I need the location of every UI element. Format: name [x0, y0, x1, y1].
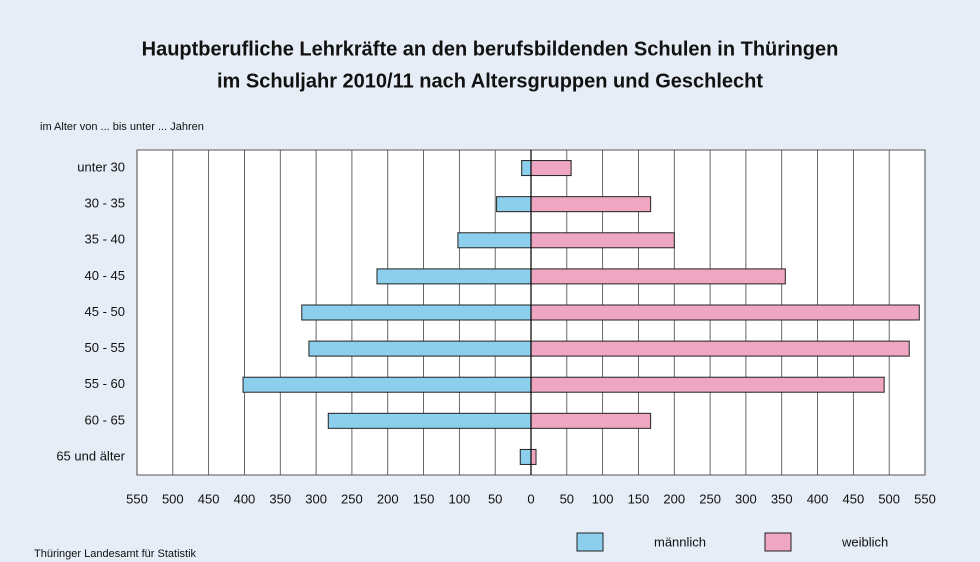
x-tick-label: 100	[592, 491, 614, 506]
x-tick-label: 50	[560, 491, 574, 506]
x-tick-label: 150	[628, 491, 650, 506]
x-tick-label: 550	[126, 491, 148, 506]
legend-swatch	[764, 532, 792, 552]
y-tick-label: 65 und älter	[56, 448, 125, 463]
x-tick-label: 200	[663, 491, 685, 506]
bar	[242, 376, 532, 393]
bar	[530, 412, 652, 429]
y-tick-label: 50 - 55	[85, 340, 125, 355]
bar	[530, 448, 537, 465]
bar	[457, 232, 532, 249]
x-tick-label: 300	[305, 491, 327, 506]
legend-swatch	[576, 532, 604, 552]
x-tick-label: 350	[771, 491, 793, 506]
bar	[530, 196, 652, 213]
x-tick-label: 450	[198, 491, 220, 506]
x-tick-label: 0	[527, 491, 534, 506]
x-tick-label: 300	[735, 491, 757, 506]
y-tick-label: 55 - 60	[85, 376, 125, 391]
y-tick-label: 45 - 50	[85, 304, 125, 319]
legend-label: männlich	[654, 534, 706, 549]
bar	[530, 160, 572, 177]
x-tick-label: 550	[914, 491, 936, 506]
x-tick-label: 250	[699, 491, 721, 506]
x-tick-label: 150	[413, 491, 435, 506]
legend-label: weiblich	[841, 534, 888, 549]
x-tick-label: 200	[377, 491, 399, 506]
bar	[376, 268, 532, 285]
x-tick-label: 450	[843, 491, 865, 506]
y-tick-label: 60 - 65	[85, 412, 125, 427]
x-tick-label: 250	[341, 491, 363, 506]
chart-title: im Schuljahr 2010/11 nach Altersgruppen …	[217, 70, 763, 92]
x-tick-label: 400	[807, 491, 829, 506]
bar	[496, 196, 532, 213]
bar	[519, 448, 532, 465]
y-tick-label: 35 - 40	[85, 232, 125, 247]
bar	[308, 340, 532, 357]
x-tick-label: 400	[234, 491, 256, 506]
y-tick-label: 30 - 35	[85, 196, 125, 211]
bar	[530, 304, 920, 321]
x-tick-label: 500	[878, 491, 900, 506]
x-tick-label: 100	[449, 491, 471, 506]
y-tick-label: 40 - 45	[85, 268, 125, 283]
bar	[327, 412, 532, 429]
x-tick-label: 500	[162, 491, 184, 506]
source: Thüringer Landesamt für Statistik	[34, 548, 197, 560]
bar	[530, 232, 675, 249]
bar	[530, 268, 786, 285]
bar	[530, 376, 885, 393]
bar	[521, 160, 532, 177]
bar	[301, 304, 532, 321]
y-axis-label: im Alter von ... bis unter ... Jahren	[40, 121, 204, 133]
x-tick-label: 50	[488, 491, 502, 506]
x-tick-label: 350	[269, 491, 291, 506]
bar	[530, 340, 910, 357]
chart-title: Hauptberufliche Lehrkräfte an den berufs…	[142, 38, 839, 60]
y-tick-label: unter 30	[77, 159, 125, 174]
